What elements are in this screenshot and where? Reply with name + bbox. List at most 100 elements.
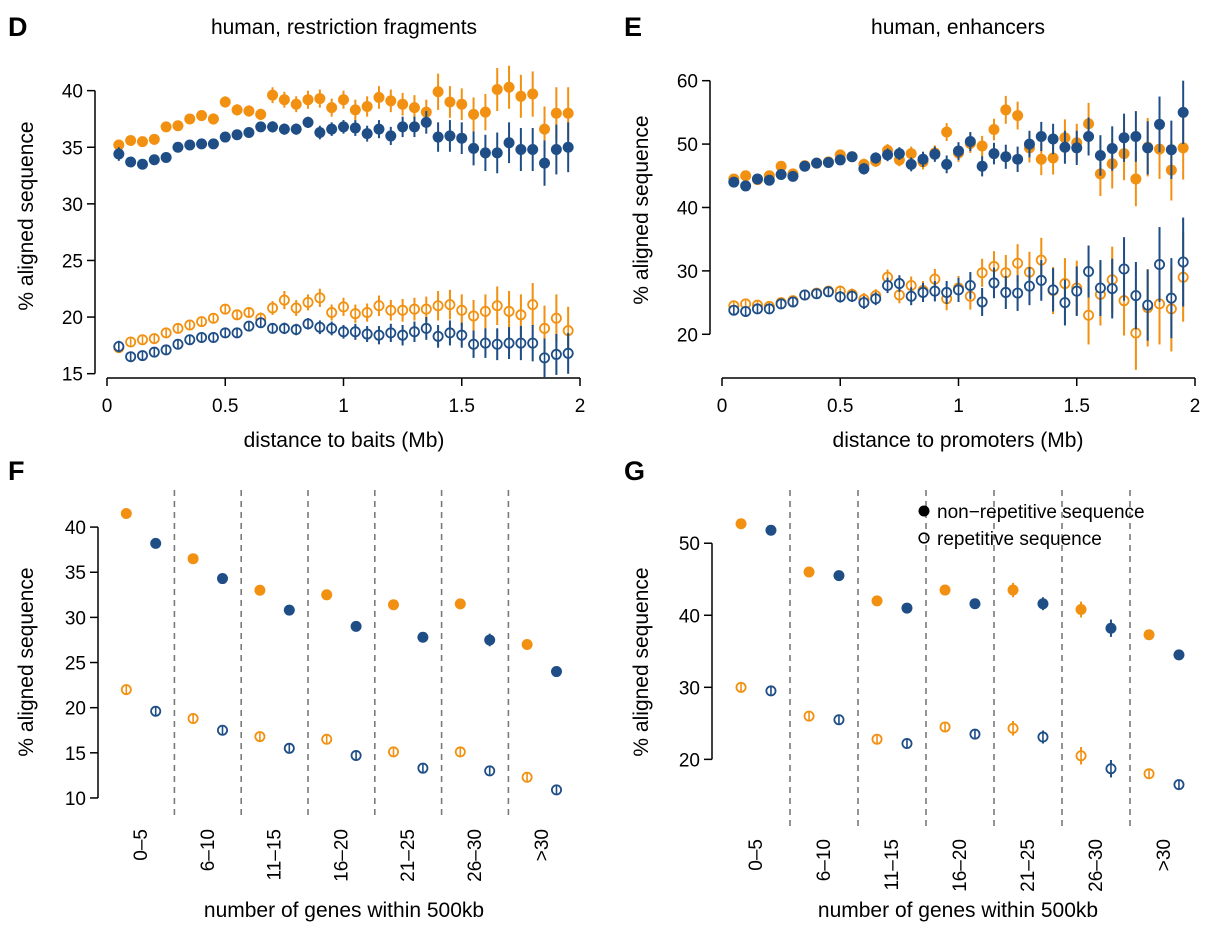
panel-f-y-tick-label: 25	[65, 654, 86, 675]
panel-f-category-label: 6–10	[198, 829, 219, 871]
panel-d-point	[456, 132, 468, 144]
panel-g-category-label: 16–20	[950, 839, 971, 892]
panel-d-point	[385, 130, 397, 142]
panel-e-plot: 20 30 40 50 60 0 0.5 1 1.5 2	[677, 72, 1200, 417]
panel-d-point	[562, 141, 574, 153]
panel-d-point	[491, 147, 503, 159]
panel-f-category-label: 21–25	[398, 829, 419, 882]
panel-e-x-tick-label: 0	[717, 396, 728, 417]
panel-d-x-tick-label: 1.5	[449, 396, 475, 417]
panel-d-point	[148, 133, 160, 145]
panel-e-point	[1023, 138, 1035, 150]
panel-d-title: human, restriction fragments	[211, 16, 477, 39]
panel-e-point	[1118, 132, 1130, 144]
panel-d-point	[420, 116, 432, 128]
panel-g-point	[1105, 622, 1117, 634]
panel-e-point	[1012, 153, 1024, 165]
panel-g-category-label: 0–5	[746, 839, 767, 871]
panel-e-point	[811, 157, 823, 169]
panel-e-point	[799, 160, 811, 172]
panel-d-point	[231, 104, 243, 116]
panel-d-point	[172, 141, 184, 153]
panel-f-point	[417, 631, 429, 643]
panel-e-point	[1000, 104, 1012, 116]
panel-e-point	[976, 140, 988, 152]
panel-g-point	[1007, 584, 1019, 596]
panel-d-point	[196, 110, 208, 122]
panel-f-point	[350, 620, 362, 632]
panel-e-point	[846, 151, 858, 163]
panel-d-y-tick-label: 40	[62, 82, 83, 103]
panel-d-point	[408, 102, 420, 114]
panel-d-x-tick-label: 1	[338, 396, 349, 417]
panel-d-plot: 15 20 25 30 35 40 0 0.5 1 1.5 2	[62, 65, 586, 417]
panel-d-point	[373, 91, 385, 103]
panel-g-point	[735, 518, 747, 530]
legend: non−repetitive sequence repetitive seque…	[918, 502, 1145, 550]
panel-d-y-tick-label: 35	[62, 138, 83, 159]
panel-f-y-tick-label: 35	[65, 563, 86, 584]
panel-f-y-tick-label: 20	[65, 699, 86, 720]
panel-d-point	[302, 94, 314, 106]
panel-d-point	[349, 122, 361, 134]
panel-d-point	[184, 139, 196, 151]
panel-e-point	[1071, 142, 1083, 154]
panel-e-point	[1130, 130, 1142, 142]
panel-d-point	[491, 84, 503, 96]
panel-d-x-tick-label: 2	[575, 396, 586, 417]
panel-e-point	[1165, 144, 1177, 156]
panel-e-point	[905, 158, 917, 170]
panel-d-point	[302, 116, 314, 128]
panel-e-point	[1130, 173, 1142, 185]
panel-e-point	[1142, 142, 1154, 154]
panel-f-xlabel: number of genes within 500kb	[204, 899, 484, 922]
panel-f-point	[283, 604, 295, 616]
panel-e-point	[1059, 141, 1071, 153]
panel-g-point	[833, 570, 845, 582]
panel-g-category-label: >30	[1154, 839, 1175, 871]
legend-repetitive-label: repetitive sequence	[937, 529, 1102, 550]
panel-f-y-tick-label: 15	[65, 744, 86, 765]
panel-d-point	[479, 106, 491, 118]
panel-f-category-label: >30	[532, 829, 553, 861]
panel-f-category-label: 26–30	[465, 829, 486, 882]
panel-d-point	[444, 96, 456, 108]
panel-d-point	[207, 113, 219, 125]
panel-e-x-tick-label: 1	[953, 396, 964, 417]
panel-e-point	[988, 123, 1000, 135]
panel-d-point	[231, 129, 243, 141]
panel-d-point	[385, 95, 397, 107]
panel-d-point	[527, 88, 539, 100]
panel-d-point	[136, 158, 148, 170]
panel-f-point	[521, 638, 533, 650]
panel-g-category-label: 11–15	[882, 839, 903, 890]
panel-d-point	[196, 138, 208, 150]
panel-e-point	[1083, 130, 1095, 142]
panel-g-point	[939, 584, 951, 596]
panel-e-point	[775, 160, 787, 172]
panel-g-point	[1037, 598, 1049, 610]
panel-f-point	[550, 666, 562, 678]
panel-e-xlabel: distance to promoters (Mb)	[833, 429, 1084, 452]
panel-e-x-tick-label: 1.5	[1064, 396, 1090, 417]
panel-d-point	[503, 81, 515, 93]
panel-d-point	[432, 86, 444, 98]
panel-d-point	[219, 96, 231, 108]
panel-d-y-tick-label: 15	[62, 365, 83, 386]
panel-e-point	[1035, 153, 1047, 165]
panel-d-point	[290, 123, 302, 135]
panel-f-point	[454, 598, 466, 610]
panel-g-category-label: 26–30	[1086, 839, 1107, 892]
panel-letter-g: G	[624, 456, 645, 486]
panel-d-y-tick-label: 20	[62, 308, 83, 329]
panel-g-plot: 20 30 40 50 0–5 6–10 11–15 16–20 21–25 26–30 >30	[679, 490, 1185, 892]
panel-f-category-label: 16–20	[331, 829, 352, 882]
panel-e-point	[917, 153, 929, 165]
panel-e-y-tick-label: 20	[677, 325, 698, 346]
panel-e-point	[822, 156, 834, 168]
panel-d-point	[349, 104, 361, 116]
panel-d-point	[113, 139, 125, 151]
panel-e-point	[941, 126, 953, 138]
panel-e-point	[1047, 152, 1059, 164]
panel-e-point	[893, 148, 905, 160]
